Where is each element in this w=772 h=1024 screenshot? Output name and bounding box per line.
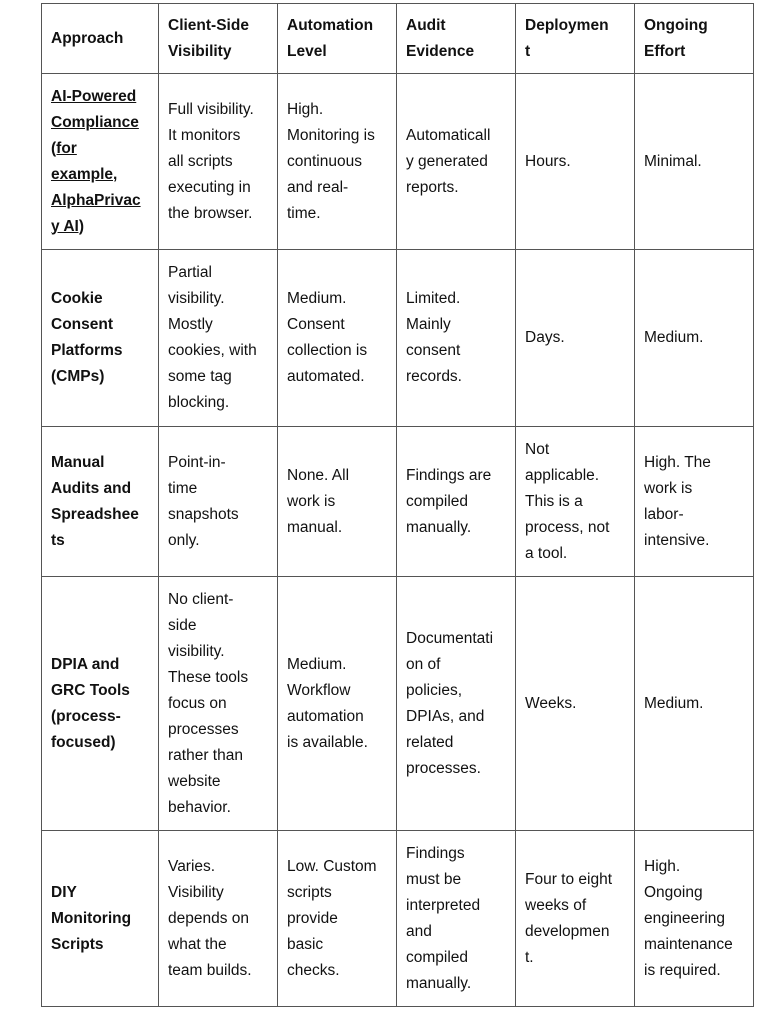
table-cell: High. The work is labor- intensive.	[634, 426, 754, 577]
header-deployment: Deploymen t	[515, 3, 635, 74]
table-cell: Documentati on of policies, DPIAs, and r…	[396, 576, 516, 831]
table-cell: Limited. Mainly consent records.	[396, 249, 516, 427]
table-cell: Minimal.	[634, 73, 754, 250]
approach-cell: DPIA and GRC Tools (process- focused)	[41, 576, 159, 831]
table-row: AI-Powered Compliance (for example, Alph…	[41, 73, 754, 250]
table-cell: Hours.	[515, 73, 635, 250]
table-cell: Low. Custom scripts provide basic checks…	[277, 830, 397, 1007]
header-audit-evidence: Audit Evidence	[396, 3, 516, 74]
table-cell: Medium.	[634, 576, 754, 831]
header-approach: Approach	[41, 3, 159, 74]
table-cell: Four to eight weeks of developmen t.	[515, 830, 635, 1007]
alphaprivacy-link[interactable]: AI-Powered Compliance (for example, Alph…	[51, 87, 141, 235]
table-cell: Partial visibility. Mostly cookies, with…	[158, 249, 278, 427]
approach-cell: Manual Audits and Spreadshee ts	[41, 426, 159, 577]
table-cell: Medium. Consent collection is automated.	[277, 249, 397, 427]
header-client-side-visibility: Client-Side Visibility	[158, 3, 278, 74]
table-cell: Medium.	[634, 249, 754, 427]
table-cell: Medium. Workflow automation is available…	[277, 576, 397, 831]
table-row: DPIA and GRC Tools (process- focused) No…	[41, 576, 754, 831]
table-cell: Automaticall y generated reports.	[396, 73, 516, 250]
table-cell: Point-in- time snapshots only.	[158, 426, 278, 577]
table-row: Manual Audits and Spreadshee ts Point-in…	[41, 426, 754, 577]
approach-cell: DIY Monitoring Scripts	[41, 830, 159, 1007]
table-cell: Not applicable. This is a process, not a…	[515, 426, 635, 577]
table-cell: High. Monitoring is continuous and real-…	[277, 73, 397, 250]
table-cell: Weeks.	[515, 576, 635, 831]
header-row: Approach Client-Side Visibility Automati…	[41, 3, 754, 74]
table-cell: High. Ongoing engineering maintenance is…	[634, 830, 754, 1007]
comparison-table: Approach Client-Side Visibility Automati…	[41, 3, 754, 1007]
table-cell: None. All work is manual.	[277, 426, 397, 577]
header-automation-level: Automation Level	[277, 3, 397, 74]
approach-cell: Cookie Consent Platforms (CMPs)	[41, 249, 159, 427]
approach-cell[interactable]: AI-Powered Compliance (for example, Alph…	[41, 73, 159, 250]
header-ongoing-effort: Ongoing Effort	[634, 3, 754, 74]
table-cell: Full visibility. It monitors all scripts…	[158, 73, 278, 250]
table-row: DIY Monitoring Scripts Varies. Visibilit…	[41, 830, 754, 1007]
table-cell: Findings are compiled manually.	[396, 426, 516, 577]
table-cell: No client- side visibility. These tools …	[158, 576, 278, 831]
table-cell: Varies. Visibility depends on what the t…	[158, 830, 278, 1007]
table-row: Cookie Consent Platforms (CMPs) Partial …	[41, 249, 754, 427]
table-cell: Findings must be interpreted and compile…	[396, 830, 516, 1007]
table-cell: Days.	[515, 249, 635, 427]
